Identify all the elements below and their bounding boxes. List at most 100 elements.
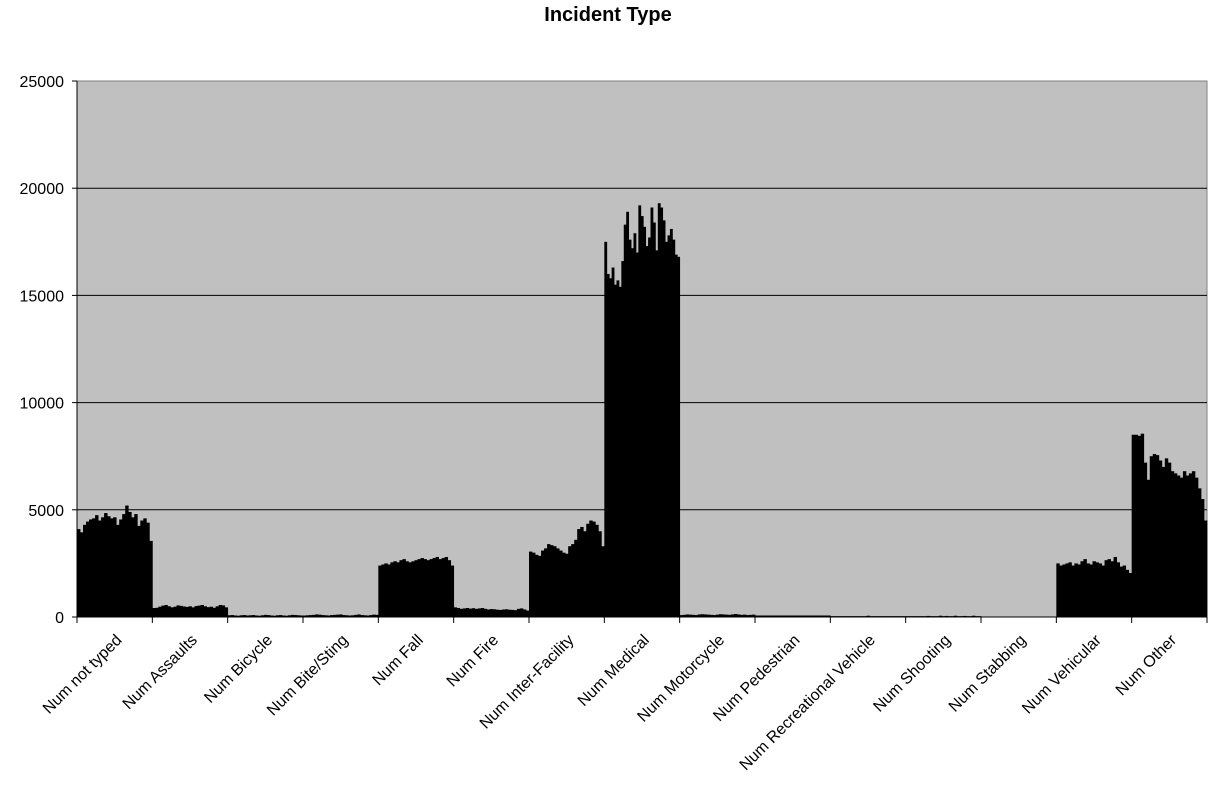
bar <box>697 614 702 617</box>
bar <box>1194 477 1199 617</box>
bar <box>257 615 262 617</box>
bar <box>662 220 666 618</box>
bar <box>95 515 99 617</box>
bar <box>565 553 569 617</box>
bar <box>1074 563 1078 617</box>
bar <box>206 607 210 617</box>
x-tick-label: Num Assaults <box>120 632 201 713</box>
bar <box>501 609 506 617</box>
y-tick-label: 15000 <box>20 288 65 305</box>
bar <box>188 606 192 617</box>
bar <box>1113 556 1117 617</box>
bar <box>330 615 334 617</box>
bar <box>492 609 497 617</box>
bar <box>621 261 625 617</box>
bar <box>694 615 699 617</box>
bar <box>218 604 223 617</box>
bar <box>821 615 825 617</box>
bar <box>618 286 622 617</box>
bar <box>803 615 807 617</box>
bar <box>1116 562 1121 617</box>
bar <box>197 605 201 617</box>
bar <box>444 556 449 617</box>
bar <box>342 615 346 617</box>
bar <box>635 252 639 617</box>
bar <box>116 524 120 617</box>
bar <box>519 608 524 617</box>
bar <box>815 615 819 617</box>
bar <box>592 521 596 617</box>
bar <box>1173 473 1178 617</box>
bar <box>1128 573 1133 617</box>
y-tick-label: 25000 <box>20 74 65 91</box>
bar <box>971 615 976 617</box>
bar <box>926 615 931 617</box>
bar <box>345 615 349 617</box>
bar <box>161 605 165 617</box>
bar <box>125 505 129 617</box>
bar <box>665 241 668 618</box>
bar <box>736 614 741 617</box>
bar <box>260 615 265 617</box>
bar <box>471 608 476 617</box>
bar <box>306 615 310 617</box>
bar <box>758 615 762 617</box>
y-tick-label: 0 <box>55 610 64 627</box>
bar <box>628 239 632 617</box>
bar <box>761 615 765 617</box>
bar <box>251 615 256 617</box>
bar <box>128 511 132 617</box>
bar <box>242 615 247 617</box>
bar <box>657 203 661 617</box>
bar <box>568 546 572 617</box>
bar <box>179 605 183 617</box>
bar <box>447 560 452 617</box>
bar <box>643 226 647 618</box>
bar <box>706 614 711 617</box>
bar <box>224 607 229 617</box>
bar <box>227 615 232 617</box>
bar <box>1182 471 1187 617</box>
bar <box>1098 563 1102 617</box>
bar <box>532 552 536 617</box>
bar <box>773 615 777 617</box>
bar <box>1188 473 1193 617</box>
bar <box>650 207 654 617</box>
bar <box>631 248 634 618</box>
bar <box>611 267 615 617</box>
bar <box>685 614 690 617</box>
bar <box>616 280 620 617</box>
bar <box>538 555 542 617</box>
bar <box>357 614 361 617</box>
bar <box>236 615 241 617</box>
bar <box>562 552 566 617</box>
bar <box>652 222 656 617</box>
bar <box>812 615 816 617</box>
bar <box>574 539 578 617</box>
bar <box>215 606 220 617</box>
x-tick-label: Num Stabbing <box>946 632 1030 716</box>
bar <box>185 606 189 617</box>
bar <box>426 560 430 617</box>
bar <box>453 607 458 617</box>
bar <box>1077 564 1081 617</box>
bar <box>465 608 470 617</box>
bar <box>1068 562 1072 617</box>
bar <box>682 614 687 617</box>
bar <box>751 614 756 617</box>
bar <box>1062 564 1066 617</box>
bar <box>254 615 259 617</box>
bar <box>284 615 289 617</box>
bar <box>559 550 563 617</box>
bar <box>89 519 93 617</box>
bar <box>119 519 123 617</box>
bar <box>522 609 527 617</box>
bar <box>170 607 174 617</box>
bar <box>712 615 717 617</box>
bar <box>529 551 533 617</box>
bar <box>1119 566 1124 617</box>
bar <box>272 615 277 617</box>
bar <box>309 615 313 617</box>
bar <box>556 548 560 617</box>
bar <box>396 562 400 617</box>
